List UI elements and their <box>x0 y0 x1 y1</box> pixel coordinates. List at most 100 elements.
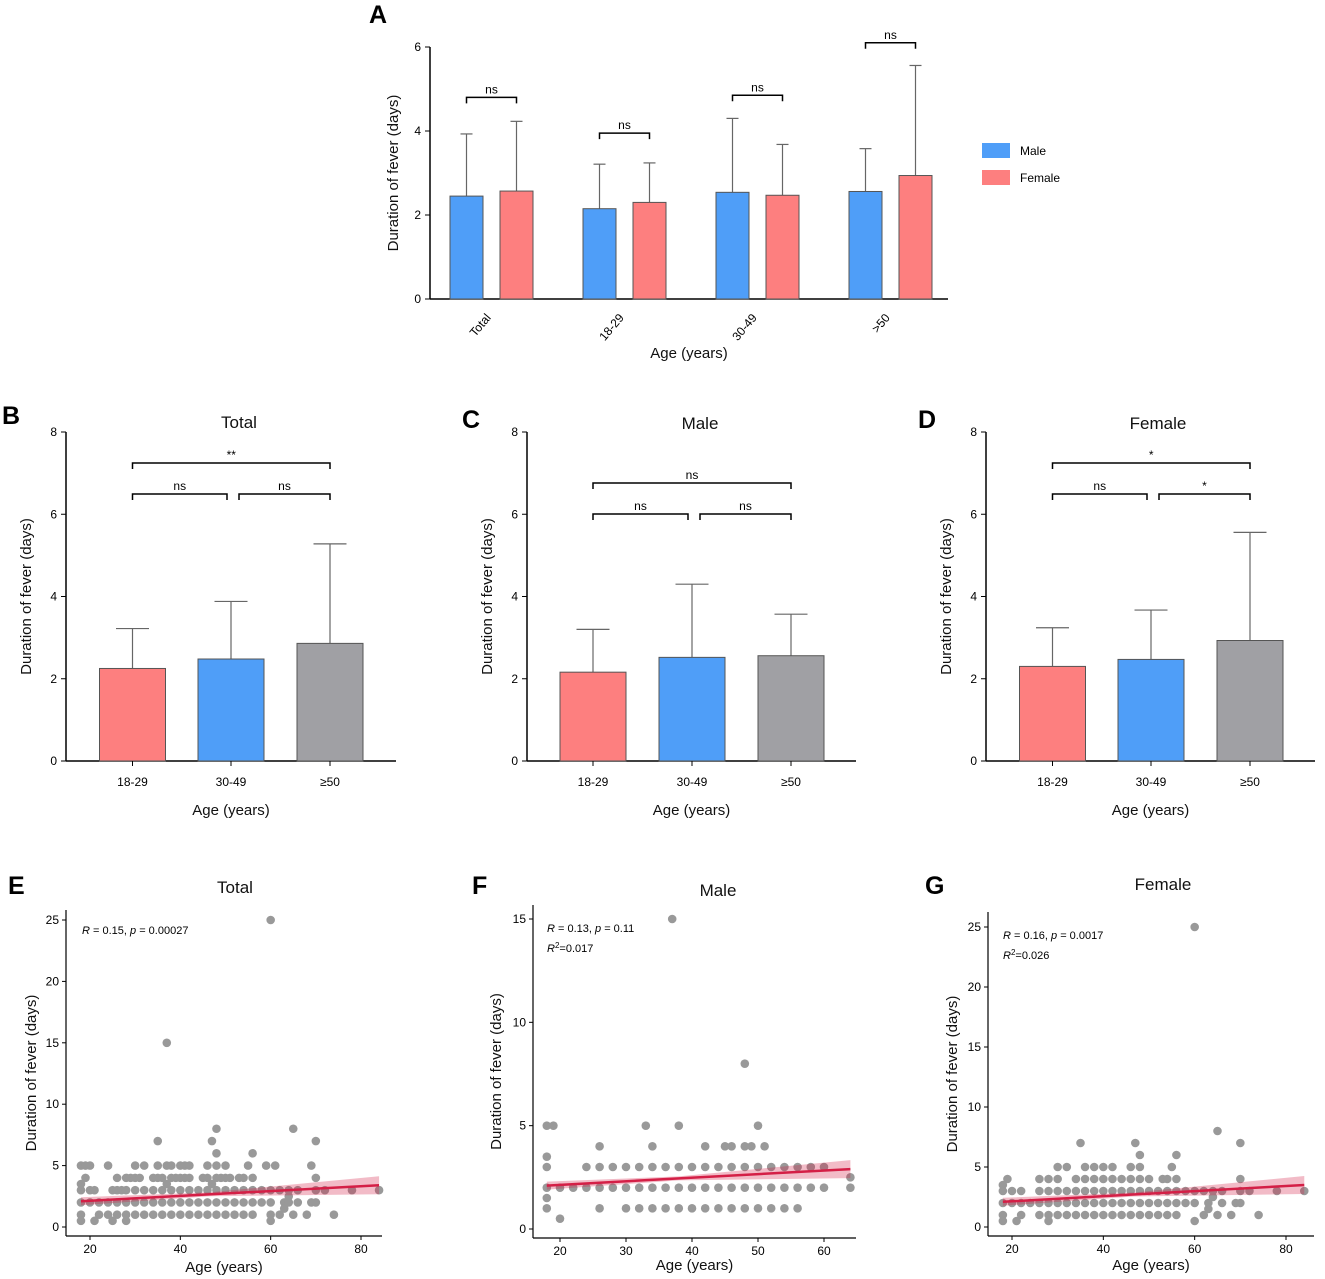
panel-A: A 0 2 4 6 Duration of fever (days) Age (years)… <box>369 1 1060 362</box>
y-tick-label: 15 <box>968 1040 982 1054</box>
data-point <box>1162 1174 1172 1184</box>
data-point <box>1254 1210 1263 1220</box>
data-point <box>270 1161 280 1170</box>
chart-title: Male <box>700 881 737 900</box>
data-point <box>542 1162 552 1172</box>
data-point <box>230 1198 239 1207</box>
data-point <box>139 1210 149 1220</box>
x-tick-label: 30-49 <box>1136 775 1167 789</box>
stats-annotation-part: = 0.11 <box>601 923 634 935</box>
data-point <box>239 1173 248 1183</box>
legend-label: Female <box>1020 171 1060 185</box>
data-point <box>714 1183 723 1192</box>
data-point <box>1117 1174 1126 1184</box>
data-point <box>793 1204 802 1213</box>
x-tick-label: >50 <box>869 311 893 336</box>
panel-E: E Total 20 40 60 80 0 5 10 15 20 25 Duration of feve… <box>8 872 384 1276</box>
data-point <box>595 1183 604 1192</box>
stats-annotation-part: R <box>547 923 555 935</box>
data-point <box>1213 1126 1222 1136</box>
bar <box>1117 658 1185 762</box>
data-point <box>634 1204 644 1213</box>
data-point <box>1099 1162 1108 1172</box>
data-point <box>212 1210 221 1220</box>
data-point <box>1117 1186 1126 1196</box>
panel-B: B Total 0 2 4 6 8 Duration of fever (days) Age (… <box>2 402 396 819</box>
x-tick-label: 18-29 <box>578 775 609 789</box>
data-point <box>806 1162 816 1172</box>
data-point <box>130 1161 140 1170</box>
x-tick-label: 40 <box>1097 1242 1111 1256</box>
data-point <box>153 1136 163 1146</box>
data-point <box>1053 1162 1062 1172</box>
data-point <box>1167 1162 1177 1172</box>
y-tick-label: 0 <box>970 754 977 768</box>
data-point <box>203 1210 212 1220</box>
data-point <box>1208 1192 1218 1202</box>
data-point <box>148 1185 158 1195</box>
panel-letter: D <box>918 406 936 434</box>
stats-annotation-part: R <box>82 925 90 937</box>
data-point <box>582 1162 591 1172</box>
data-point <box>687 1183 697 1192</box>
stats-annotation-part: = 0.00027 <box>136 925 188 937</box>
stats-annotation-part: =0.026 <box>1015 950 1049 962</box>
data-point <box>780 1183 789 1192</box>
y-tick-label: 8 <box>511 425 518 439</box>
data-point <box>167 1210 176 1220</box>
data-point <box>194 1185 203 1195</box>
data-point <box>1076 1138 1085 1148</box>
y-tick-label: 5 <box>974 1160 981 1174</box>
data-point <box>1126 1162 1136 1172</box>
data-point <box>621 1162 631 1172</box>
data-point <box>212 1185 221 1195</box>
data-point <box>185 1210 194 1220</box>
y-axis-label: Duration of fever (days) <box>18 518 35 675</box>
data-point <box>740 1162 750 1172</box>
data-point <box>1053 1198 1062 1208</box>
panel-F: F Male 20 30 40 50 60 0 5 10 15 Duration of fever (… <box>472 872 856 1274</box>
data-point <box>185 1161 194 1170</box>
data-point <box>221 1210 230 1220</box>
data-point <box>225 1173 235 1183</box>
data-point <box>90 1185 99 1195</box>
data-point <box>542 1193 552 1203</box>
data-point <box>243 1161 253 1170</box>
x-axis-label: Age (years) <box>1112 802 1190 819</box>
data-point <box>595 1204 604 1213</box>
data-point <box>1190 1216 1199 1226</box>
data-point <box>595 1142 604 1151</box>
data-point <box>157 1173 167 1183</box>
data-point <box>1162 1198 1172 1208</box>
significance-bracket <box>465 96 518 104</box>
data-point <box>194 1210 203 1220</box>
data-point <box>121 1185 131 1195</box>
significance-bracket <box>1158 493 1251 500</box>
data-point <box>1071 1198 1081 1208</box>
stats-annotation-part: = 0.13, <box>555 923 595 935</box>
significance-label: ns <box>751 80 764 94</box>
data-point <box>780 1162 789 1172</box>
data-point <box>549 1121 558 1130</box>
data-point <box>634 1162 644 1172</box>
data-point <box>1099 1174 1108 1184</box>
significance-bracket <box>1051 462 1251 469</box>
data-point <box>266 1198 275 1207</box>
x-tick-label: 60 <box>264 1242 278 1256</box>
stats-annotation: R2=0.026 <box>1003 948 1049 963</box>
data-point <box>203 1185 212 1195</box>
y-tick-label: 5 <box>519 1119 526 1133</box>
data-point <box>76 1216 86 1226</box>
stats-annotation-part: = 0.15, <box>90 925 130 937</box>
data-point <box>112 1173 122 1183</box>
significance-bracket <box>131 462 331 469</box>
data-point <box>1108 1210 1117 1220</box>
data-point <box>667 914 677 924</box>
chart-title: Total <box>217 878 253 897</box>
data-point <box>311 1136 321 1146</box>
data-point <box>1035 1174 1044 1184</box>
data-point <box>1016 1210 1026 1220</box>
data-point <box>760 1142 769 1151</box>
data-point <box>239 1198 248 1207</box>
